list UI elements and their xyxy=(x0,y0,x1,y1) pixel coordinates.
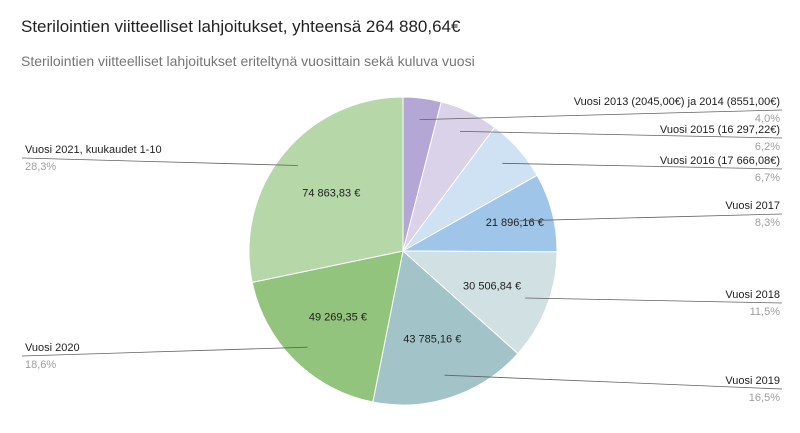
slice-name-label: Vuosi 2021, kuukaudet 1-10 xyxy=(25,144,162,156)
pie-slice xyxy=(401,250,558,355)
slice-value-label: 43 785,16 € xyxy=(403,334,461,346)
slice-name-label: Vuosi 2017 xyxy=(725,200,780,212)
leader-line xyxy=(519,213,783,222)
slice-name-label: Vuosi 2019 xyxy=(725,375,780,387)
slice-percent-label: 4,0% xyxy=(755,113,780,125)
chart-subtitle: Sterilointien viitteelliset lahjoitukset… xyxy=(21,53,475,69)
pie-slice xyxy=(372,250,519,406)
slice-name-label: Vuosi 2020 xyxy=(25,342,80,354)
slice-percent-label: 11,5% xyxy=(750,306,781,318)
slice-percent-label: 8,3% xyxy=(755,217,780,229)
leader-line xyxy=(419,109,783,120)
slice-value-label: 49 269,35 € xyxy=(309,312,367,324)
slice-name-label: Vuosi 2013 (2045,00€) ja 2014 (8551,00€) xyxy=(574,96,780,108)
slice-name-label: Vuosi 2018 xyxy=(725,289,780,301)
leader-line xyxy=(525,297,783,304)
slice-value-label: 21 896,16 € xyxy=(486,217,544,229)
slice-percent-label: 18,6% xyxy=(25,359,56,371)
slice-name-label: Vuosi 2016 (17 666,08€) xyxy=(660,155,780,167)
slice-value-label: 30 506,84 € xyxy=(463,280,521,292)
slice-percent-label: 16,5% xyxy=(749,392,780,404)
slice-percent-label: 6,7% xyxy=(755,172,780,184)
leader-line xyxy=(502,162,783,170)
pie-slice xyxy=(248,96,404,283)
chart-title: Sterilointien viitteelliset lahjoitukset… xyxy=(21,17,461,36)
leader-line xyxy=(21,346,308,357)
slice-name-label: Vuosi 2015 (16 297,22€) xyxy=(660,124,780,136)
pie-slice xyxy=(251,250,404,403)
slice-percent-label: 28,3% xyxy=(25,161,56,173)
leader-line xyxy=(444,374,783,390)
leader-line xyxy=(21,157,298,166)
slice-value-label: 74 863,83 € xyxy=(302,188,360,200)
leader-line xyxy=(459,131,783,139)
slice-percent-label: 6,2% xyxy=(755,141,780,153)
